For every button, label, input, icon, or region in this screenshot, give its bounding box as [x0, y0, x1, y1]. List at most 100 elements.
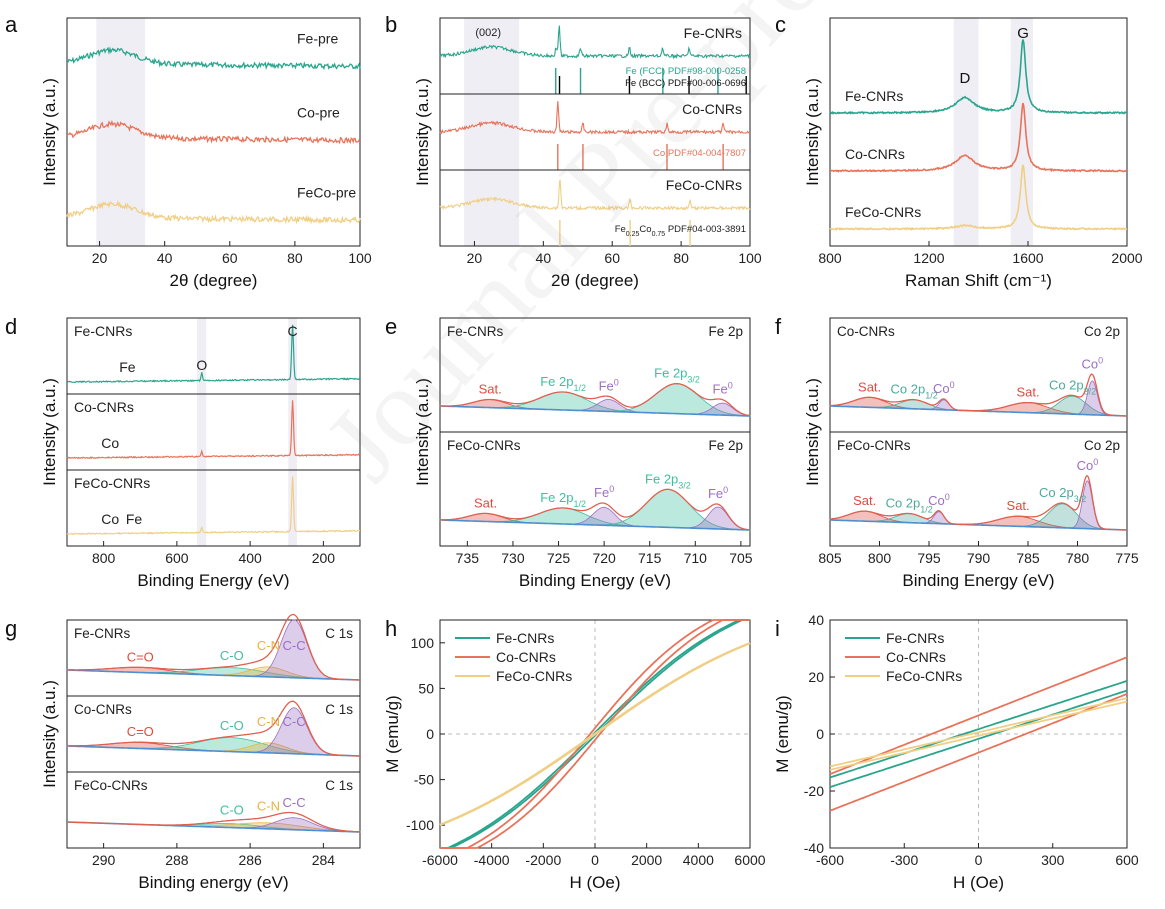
peak-label: Sat.: [1016, 385, 1039, 400]
x-tick-label: 790: [967, 550, 991, 566]
region-label: Fe 2p: [708, 438, 743, 453]
x-tick-label: 805: [818, 550, 842, 566]
annotation-002: (002): [475, 27, 501, 39]
envelope: [67, 700, 360, 757]
x-axis-label: Binding Energy (eV): [137, 571, 289, 590]
peak-label: Sat.: [1007, 498, 1030, 513]
raman-Fe-CNRs: [829, 39, 1128, 115]
subpanel-label: Fe-CNRs: [684, 25, 742, 41]
x-tick-label: -600: [816, 852, 844, 868]
highlight-band: [953, 18, 979, 246]
peak-label: Sat.: [858, 379, 881, 394]
x-tick-label: 735: [456, 550, 480, 566]
peak-label-G: G: [1017, 25, 1029, 42]
legend-label: FeCo-CNRs: [496, 668, 572, 684]
peak-label: C-N: [257, 799, 280, 814]
x-tick-label: 60: [222, 250, 238, 266]
baseline: [440, 519, 750, 531]
x-tick-label: 0: [591, 852, 599, 868]
x-tick-label: 705: [729, 550, 753, 566]
subpanel-label: FeCo-CNRs: [447, 438, 521, 453]
x-tick-label: 4000: [683, 852, 714, 868]
x-tick-label: 780: [1066, 550, 1090, 566]
x-axis-label: 2θ (degree): [170, 271, 258, 290]
peak-label-D: D: [959, 70, 970, 87]
panel-letter-c: c: [775, 12, 786, 37]
x-tick-label: 290: [92, 852, 116, 868]
xrd-pattern-Fe-CNRs: [439, 25, 751, 60]
peak-label: Fe0: [713, 381, 733, 397]
y-axis-label: Intensity (a.u.): [40, 78, 59, 186]
x-tick-label: 800: [868, 550, 892, 566]
peak-label: Co 2p1/2: [891, 382, 938, 401]
hysteresis-FeCo-CNRs: [829, 697, 1128, 768]
x-tick-label: 288: [165, 852, 189, 868]
peak-label: Co0: [933, 380, 955, 396]
series-label: Co-CNRs: [845, 146, 905, 162]
xps-survey-FeCo-CNRs: [66, 476, 361, 536]
envelope: [67, 613, 360, 681]
y-axis-label: Intensity (a.u.): [40, 680, 59, 788]
plot-frame-a: [66, 17, 361, 247]
peak-label: Fe0: [708, 485, 728, 501]
series-label: FeCo-CNRs: [845, 204, 921, 220]
series-label: FeCo-pre: [297, 185, 356, 201]
y-tick-label: -40: [804, 840, 824, 856]
peak-label: C-C: [283, 638, 306, 653]
x-tick-label: 300: [1041, 852, 1065, 868]
x-tick-label: -300: [890, 852, 918, 868]
peak-label: Co 2p3/2: [1049, 377, 1096, 396]
series-Fe-pre: [66, 46, 361, 71]
subpanel-label: FeCo-CNRs: [74, 778, 148, 793]
region-label: C 1s: [325, 702, 353, 717]
x-tick-label: 40: [157, 250, 173, 266]
x-tick-label: 730: [501, 550, 525, 566]
baseline: [830, 519, 1127, 531]
x-tick-label: 0: [975, 852, 983, 868]
hysteresis-Fe-CNRs: [829, 689, 1128, 788]
xps-survey-Co-CNRs: [66, 400, 361, 460]
x-tick-label: 40: [536, 250, 552, 266]
legend-label: Co-CNRs: [886, 649, 946, 665]
region-label: C 1s: [325, 626, 353, 641]
peak-label: C-C: [283, 714, 306, 729]
reference-label: Fe0.25Co0.75 PDF#04-003-3891: [615, 224, 746, 238]
hysteresis-FeCo-CNRs: [439, 642, 751, 826]
element-label-C: C: [288, 323, 298, 339]
x-tick-label: 715: [638, 550, 662, 566]
peak-label: Sat.: [479, 381, 502, 396]
peak-label: Co 2p3/2: [1039, 485, 1086, 504]
xrd-pattern-FeCo-CNRs: [439, 179, 751, 211]
series-FeCo-pre: [66, 200, 361, 225]
y-tick-label: -50: [414, 772, 434, 788]
peak-label: Fe 2p1/2: [540, 490, 586, 509]
reference-label: Co PDF#04-004-7807: [653, 148, 746, 159]
panel-letter-e: e: [385, 314, 397, 339]
y-tick-label: 20: [808, 669, 824, 685]
peak-label: C-N: [257, 638, 280, 653]
y-axis-label: Intensity (a.u.): [413, 378, 432, 486]
highlight-band: [288, 318, 298, 546]
panel-letter-i: i: [775, 616, 780, 641]
x-axis-label: Binding Energy (eV): [519, 571, 671, 590]
x-tick-label: 710: [684, 550, 708, 566]
envelope: [829, 474, 1127, 531]
subpanel-label: Co-CNRs: [74, 702, 132, 717]
element-label-Fe: Fe: [126, 511, 143, 527]
raman-FeCo-CNRs: [829, 164, 1127, 232]
y-tick-label: 40: [808, 612, 824, 628]
peak-label: Fe 2p1/2: [540, 374, 586, 393]
plot-frame-d: [66, 317, 361, 547]
region-label: C 1s: [325, 778, 353, 793]
x-tick-label: 800: [818, 250, 842, 266]
baseline: [440, 405, 750, 417]
x-tick-label: 1600: [1012, 250, 1043, 266]
envelope: [440, 488, 751, 531]
x-tick-label: 2000: [631, 852, 662, 868]
peak-label: C-C: [283, 795, 306, 810]
x-tick-label: 20: [467, 250, 483, 266]
y-tick-label: 50: [418, 680, 434, 696]
x-axis-label: Raman Shift (cm⁻¹): [905, 271, 1052, 290]
highlight-band: [1010, 18, 1033, 246]
x-tick-label: 785: [1016, 550, 1040, 566]
